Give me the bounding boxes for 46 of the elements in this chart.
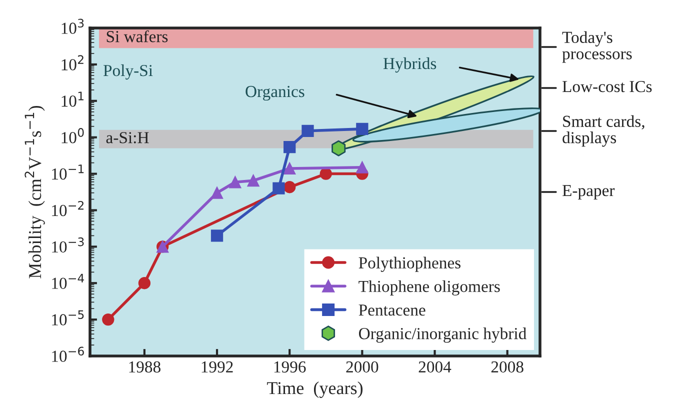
band-label: Si wafers [106, 30, 168, 42]
y-tick-label: 10$^{−1}$ [52, 164, 84, 180]
x-tick-label: 1988 [129, 361, 160, 373]
point [102, 313, 114, 326]
point [302, 124, 314, 137]
annotation: Poly-Si [103, 64, 153, 80]
point [284, 162, 296, 175]
y-tick-label: 10$^{−5}$ [52, 310, 84, 326]
text: E-paper [562, 185, 615, 200]
x-tick-label: 2008 [491, 361, 524, 373]
point [332, 140, 346, 156]
point [138, 277, 151, 290]
legend-label: Thiophene oligomers [358, 280, 500, 296]
x-tick-label: 2004 [418, 361, 452, 373]
y-axis-title: Mobility (cm$^{2}$V$^{−1}$s$^{−1}$) [24, 106, 45, 278]
legend-label: Pentacene [358, 304, 426, 316]
y-tick-label: 10$^{1}$ [62, 92, 84, 107]
point [210, 186, 224, 199]
y-tick-label: 10$^{−3}$ [52, 237, 84, 253]
y-tick-label: 10$^{−4}$ [52, 274, 84, 289]
x-tick-label: 2000 [346, 361, 378, 373]
text: Today's processors [562, 31, 632, 63]
y-tick-label: 10$^{−2}$ [52, 200, 84, 216]
y-tick-label: 10$^{0}$ [62, 128, 84, 144]
x-tick-label: 1992 [202, 361, 233, 373]
band-label: a-Si:H [106, 132, 149, 144]
annotation: Organics [246, 86, 304, 101]
point [356, 122, 368, 136]
point [210, 230, 224, 242]
point [356, 161, 368, 174]
legend-label: Polythiophenes [358, 256, 460, 272]
point [229, 176, 242, 188]
legend-label: Organic/inorganic hybrid [359, 328, 526, 343]
text: Smart cards, displays [562, 115, 644, 147]
y-tick-label: 10$^{3}$ [62, 18, 84, 34]
point [284, 141, 296, 154]
annotation: Hybrids [383, 57, 436, 73]
point [284, 181, 296, 194]
text: Low-cost ICs [562, 80, 652, 92]
y-tick-label: 10$^{−6}$ [52, 346, 84, 362]
point [247, 174, 260, 187]
point [272, 182, 285, 194]
x-tick-label: 1996 [274, 361, 306, 373]
x-axis-title: Time (years) [267, 382, 363, 398]
point [320, 168, 332, 180]
y-tick-label: 10$^{2}$ [62, 55, 84, 70]
